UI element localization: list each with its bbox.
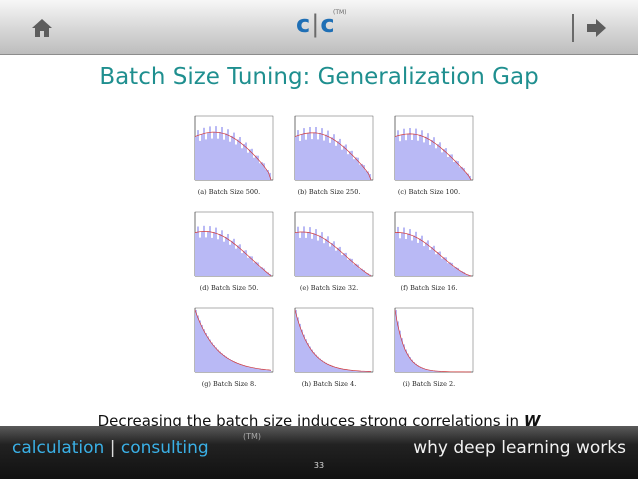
histogram-panel: (i) Batch Size 2. (381, 300, 477, 392)
histogram-figure-grid: (a) Batch Size 500. (b) Batch Size 250. … (163, 104, 474, 392)
histogram-panel: (f) Batch Size 16. (381, 204, 477, 296)
histogram-panel: (h) Batch Size 4. (281, 300, 377, 392)
histogram-plot (194, 115, 274, 181)
home-icon[interactable] (30, 17, 54, 39)
panel-label: (f) Batch Size 16. (400, 284, 458, 292)
histogram-panel: (a) Batch Size 500. (181, 108, 277, 200)
footer-tagline: why deep learning works (413, 438, 626, 458)
top-toolbar: c|c (TM) (0, 0, 638, 55)
histogram-plot (394, 115, 474, 181)
panel-label: (a) Batch Size 500. (197, 188, 261, 196)
arrow-right-icon[interactable] (584, 16, 608, 40)
histogram-panel: (d) Batch Size 50. (181, 204, 277, 296)
logo-trademark: (TM) (333, 9, 347, 16)
slide-caption: Decreasing the batch size induces strong… (97, 412, 541, 430)
histogram-plot (394, 211, 474, 277)
footer-brand: calculation | consulting (12, 438, 209, 458)
page-number: 33 (313, 461, 325, 470)
slide-title: Batch Size Tuning: Generalization Gap (99, 64, 539, 90)
panel-label: (g) Batch Size 8. (201, 380, 257, 388)
panel-label: (e) Batch Size 32. (299, 284, 359, 292)
panel-label: (b) Batch Size 250. (297, 188, 361, 196)
histogram-plot (294, 307, 374, 373)
histogram-plot (194, 211, 274, 277)
histogram-panel: (g) Batch Size 8. (181, 300, 277, 392)
footer-trademark: (TM) (243, 432, 262, 441)
histogram-panel: (b) Batch Size 250. (281, 108, 377, 200)
footer-bar: calculation | consulting (TM) why deep l… (0, 426, 638, 479)
panel-label: (d) Batch Size 50. (199, 284, 259, 292)
histogram-panel: (e) Batch Size 32. (281, 204, 377, 296)
logo: c|c (296, 10, 336, 38)
toolbar-divider (572, 14, 574, 42)
histogram-plot (294, 115, 374, 181)
histogram-plot (294, 211, 374, 277)
panel-label: (c) Batch Size 100. (397, 188, 461, 196)
histogram-panel: (c) Batch Size 100. (381, 108, 477, 200)
histogram-plot (194, 307, 274, 373)
panel-label: (i) Batch Size 2. (402, 380, 456, 388)
panel-label: (h) Batch Size 4. (301, 380, 357, 388)
histogram-plot (394, 307, 474, 373)
